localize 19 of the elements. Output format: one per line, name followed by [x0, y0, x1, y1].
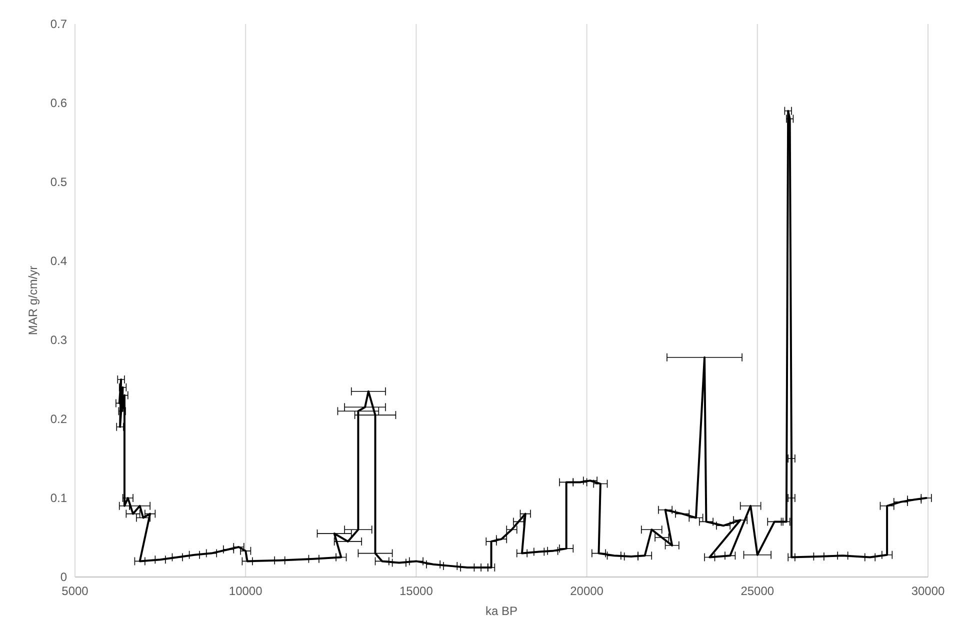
y-tick-label: 0.2	[50, 412, 68, 426]
y-tick-label: 0.4	[50, 254, 68, 268]
y-axis-title: MAR g/cm/yr	[26, 266, 40, 336]
point	[233, 542, 244, 552]
y-tick-label: 0.6	[50, 96, 68, 110]
point	[547, 546, 558, 556]
point	[496, 534, 508, 544]
x-tick-label: 30000	[911, 584, 946, 598]
y-tick-label: 0.7	[50, 17, 68, 31]
y-tick-label: 0	[60, 570, 68, 584]
x-axis-title: ka BP	[485, 604, 518, 618]
x-tick-label: 5000	[62, 584, 89, 598]
y-tick-label: 0.1	[50, 491, 68, 505]
x-tick-label: 25000	[740, 584, 774, 598]
x-tick-label: 15000	[400, 584, 434, 598]
y-tick-label: 0.3	[50, 333, 68, 347]
x-tick-label: 20000	[570, 584, 604, 598]
x-tick-label: 10000	[228, 584, 263, 598]
y-tick-label: 0.5	[50, 175, 68, 189]
